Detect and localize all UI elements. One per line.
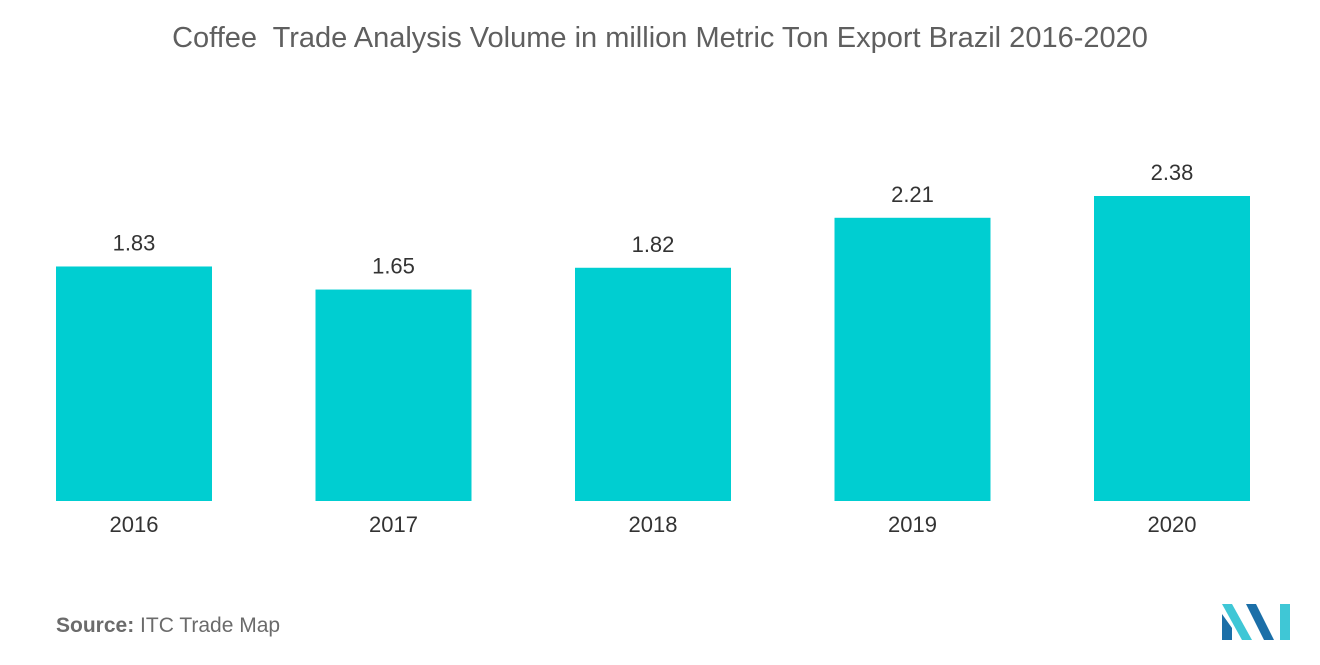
mordor-intelligence-logo-icon: [1222, 604, 1290, 640]
bar-chart: 1.83 1.65 1.82 2.21 2.38 2016 2017 2018 2019 202…: [56, 160, 1250, 537]
value-label-2019: 2.21: [891, 182, 934, 207]
x-tick-2020: 2020: [1148, 512, 1197, 537]
bar-2019: [834, 217, 991, 502]
value-labels-group: 1.83 1.65 1.82 2.21 2.38: [113, 160, 1194, 279]
value-label-2018: 1.82: [632, 232, 675, 257]
x-axis-ticks: 2016 2017 2018 2019 2020: [110, 512, 1197, 537]
bar-2016: [56, 266, 212, 501]
source-label: Source:: [56, 614, 135, 637]
bar-2020: [1094, 196, 1250, 501]
value-label-2017: 1.65: [372, 254, 415, 279]
x-tick-2018: 2018: [629, 512, 678, 537]
bar-2017: [315, 289, 472, 501]
source-note: Source: ITC Trade Map: [56, 614, 280, 638]
x-tick-2016: 2016: [110, 512, 159, 537]
bars-group: [56, 196, 1250, 502]
chart-title: Coffee Trade Analysis Volume in million …: [172, 22, 1148, 54]
x-tick-2017: 2017: [369, 512, 418, 537]
source-text: ITC Trade Map: [140, 614, 281, 637]
bar-2018: [575, 267, 731, 501]
x-tick-2019: 2019: [888, 512, 937, 537]
value-label-2016: 1.83: [113, 230, 156, 255]
value-label-2020: 2.38: [1151, 160, 1194, 185]
